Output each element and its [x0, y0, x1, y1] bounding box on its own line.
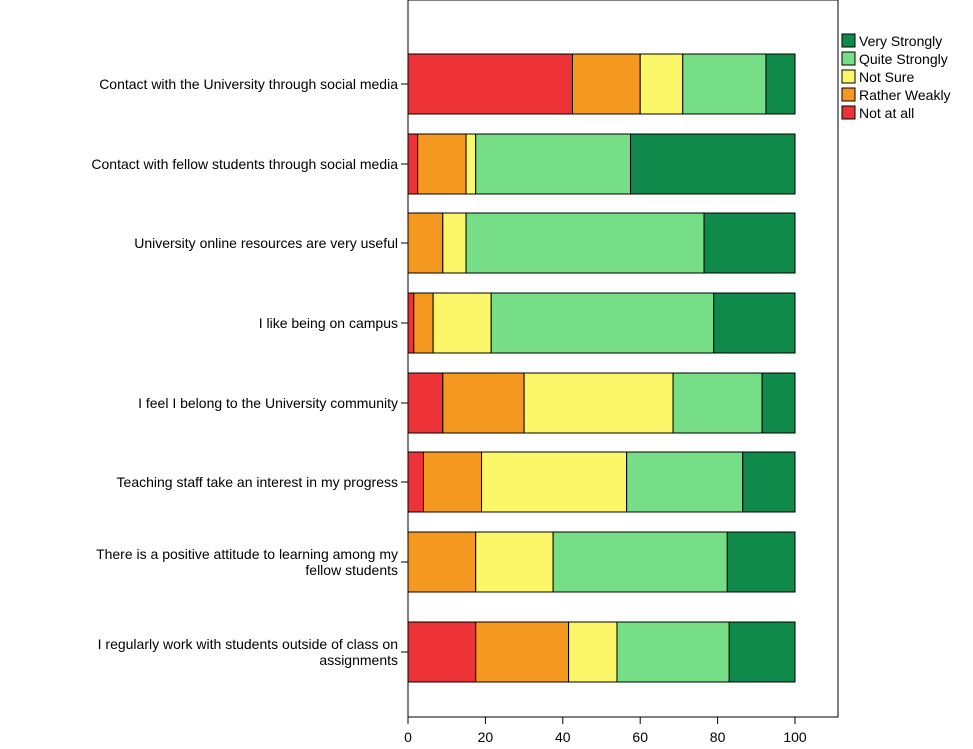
category-label: Contact with fellow students through soc…	[91, 156, 398, 172]
legend-label: Not Sure	[859, 69, 914, 85]
bar-segment	[465, 133, 477, 195]
bar-segment	[475, 621, 570, 683]
bar-segment	[703, 212, 796, 274]
bar-segment	[442, 372, 525, 434]
category-label-line: Contact with fellow students through soc…	[91, 156, 398, 172]
x-tick-label: 20	[478, 729, 494, 745]
bar-segment	[417, 133, 467, 195]
bar-segment	[407, 292, 415, 354]
bar-segment	[672, 372, 763, 434]
bar-segment	[442, 212, 467, 274]
legend-swatch	[841, 87, 856, 102]
bar-segment	[432, 292, 492, 354]
bar-segment	[407, 133, 419, 195]
bar-segment	[422, 451, 483, 513]
bar-segment	[728, 621, 796, 683]
bar-segment	[407, 212, 444, 274]
legend: Very Strongly Quite Strongly Not Sure Rathe…	[841, 33, 951, 121]
bar-segment	[626, 451, 744, 513]
category-labels: Contact with the University through soci…	[91, 76, 408, 668]
legend-label: Rather Weakly	[859, 87, 951, 103]
x-tick-label: 100	[783, 729, 807, 745]
category-label: University online resources are very use…	[134, 235, 398, 251]
legend-label: Very Strongly	[859, 33, 942, 49]
category-label: I like being on campus	[259, 315, 398, 331]
category-label-line: I feel I belong to the University commun…	[138, 395, 398, 411]
category-label-line: Contact with the University through soci…	[99, 76, 398, 92]
category-label-line: I like being on campus	[259, 315, 398, 331]
bar-segment	[552, 531, 728, 593]
category-label: I regularly work with students outside o…	[98, 636, 398, 668]
x-tick-label: 40	[555, 729, 571, 745]
bar-segment	[407, 621, 477, 683]
bar-segment	[765, 53, 796, 115]
bar-segment	[571, 53, 641, 115]
bar-segment	[682, 53, 767, 115]
category-label: Teaching staff take an interest in my pr…	[117, 474, 398, 490]
bar-segment	[630, 133, 796, 195]
legend-label: Not at all	[859, 105, 914, 121]
bar-segment	[407, 53, 573, 115]
bar-segment	[407, 372, 444, 434]
category-label-line: There is a positive attitude to learning…	[96, 546, 398, 562]
x-tick-label: 0	[404, 729, 412, 745]
bar-segment	[413, 292, 434, 354]
legend-swatch	[841, 51, 856, 66]
bar-segment	[407, 531, 477, 593]
category-label-line: I regularly work with students outside o…	[98, 636, 398, 652]
bar-segment	[475, 531, 554, 593]
bar-segment	[639, 53, 684, 115]
bar-segment	[616, 621, 730, 683]
legend-swatch	[841, 33, 856, 48]
bar-segment	[490, 292, 715, 354]
category-label: There is a positive attitude to learning…	[96, 546, 398, 578]
bar-segment	[481, 451, 628, 513]
legend-swatch	[841, 69, 856, 84]
category-label-line: assignments	[319, 652, 398, 668]
category-label-line: University online resources are very use…	[134, 235, 398, 251]
bar-segment	[407, 451, 424, 513]
bar-segment	[742, 451, 796, 513]
plot-area	[407, 0, 839, 718]
x-tick-label: 80	[710, 729, 726, 745]
bar-segment	[465, 212, 705, 274]
x-axis: 0 20 40 60 80 100	[404, 717, 807, 745]
bars-group	[407, 53, 796, 683]
bar-segment	[726, 531, 796, 593]
legend-label: Quite Strongly	[859, 51, 948, 67]
legend-swatch	[841, 105, 856, 120]
bar-segment	[523, 372, 674, 434]
category-label: I feel I belong to the University commun…	[138, 395, 398, 411]
bar-segment	[568, 621, 618, 683]
category-label-line: fellow students	[305, 562, 398, 578]
category-label: Contact with the University through soci…	[99, 76, 398, 92]
x-tick-label: 60	[632, 729, 648, 745]
bar-segment	[713, 292, 796, 354]
bar-segment	[761, 372, 796, 434]
bar-segment	[475, 133, 632, 195]
category-label-line: Teaching staff take an interest in my pr…	[117, 474, 398, 490]
